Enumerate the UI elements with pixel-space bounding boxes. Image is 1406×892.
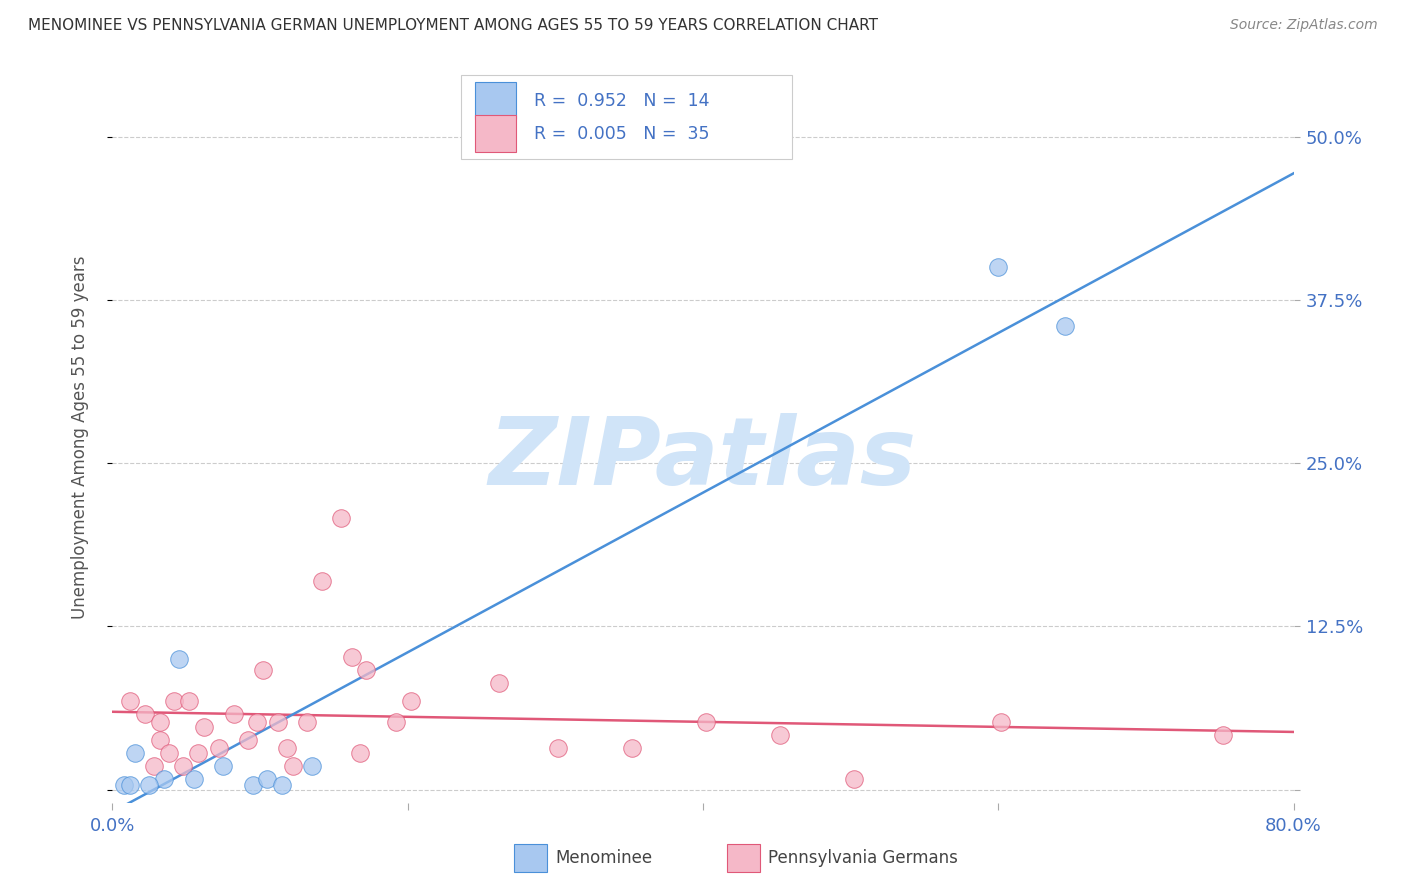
Point <box>349 746 371 760</box>
Point <box>242 778 264 792</box>
Point <box>138 778 160 792</box>
Point <box>330 511 353 525</box>
Point <box>212 759 235 773</box>
Point <box>172 759 194 773</box>
Point <box>297 714 319 729</box>
Point <box>256 772 278 787</box>
Point <box>1212 728 1234 742</box>
FancyBboxPatch shape <box>475 115 516 152</box>
Point <box>238 733 260 747</box>
Point <box>120 694 142 708</box>
Point <box>987 260 1010 275</box>
Point <box>193 720 215 734</box>
Point <box>142 759 165 773</box>
Text: R =  0.005   N =  35: R = 0.005 N = 35 <box>534 125 710 143</box>
Y-axis label: Unemployment Among Ages 55 to 59 years: Unemployment Among Ages 55 to 59 years <box>70 255 89 619</box>
Point <box>167 652 190 666</box>
Point <box>187 746 209 760</box>
Point <box>252 663 274 677</box>
Point <box>311 574 333 588</box>
Point <box>163 694 186 708</box>
Point <box>301 759 323 773</box>
Text: Pennsylvania Germans: Pennsylvania Germans <box>768 849 957 867</box>
Point <box>179 694 201 708</box>
Point <box>356 663 378 677</box>
Point <box>267 714 290 729</box>
Point <box>124 746 146 760</box>
Point <box>340 649 363 664</box>
Point <box>281 759 304 773</box>
Point <box>276 740 298 755</box>
Point <box>222 706 245 721</box>
Point <box>385 714 408 729</box>
Point <box>120 778 142 792</box>
Text: Source: ZipAtlas.com: Source: ZipAtlas.com <box>1230 18 1378 32</box>
Point <box>153 772 176 787</box>
Point <box>208 740 231 755</box>
FancyBboxPatch shape <box>461 75 792 159</box>
Point <box>547 740 569 755</box>
Text: R =  0.952   N =  14: R = 0.952 N = 14 <box>534 92 710 110</box>
Point <box>134 706 156 721</box>
Point <box>990 714 1012 729</box>
FancyBboxPatch shape <box>475 82 516 119</box>
Point <box>246 714 269 729</box>
Point <box>769 728 792 742</box>
Point <box>1053 319 1076 334</box>
Point <box>695 714 717 729</box>
FancyBboxPatch shape <box>515 845 547 872</box>
Point <box>112 778 135 792</box>
Point <box>149 733 172 747</box>
Point <box>271 778 294 792</box>
Point <box>149 714 172 729</box>
Point <box>183 772 205 787</box>
Text: MENOMINEE VS PENNSYLVANIA GERMAN UNEMPLOYMENT AMONG AGES 55 TO 59 YEARS CORRELAT: MENOMINEE VS PENNSYLVANIA GERMAN UNEMPLO… <box>28 18 879 33</box>
Text: Menominee: Menominee <box>555 849 652 867</box>
Point <box>488 675 510 690</box>
Text: ZIPatlas: ZIPatlas <box>489 413 917 505</box>
Point <box>157 746 180 760</box>
Point <box>621 740 644 755</box>
Point <box>842 772 865 787</box>
Point <box>399 694 422 708</box>
FancyBboxPatch shape <box>727 845 759 872</box>
